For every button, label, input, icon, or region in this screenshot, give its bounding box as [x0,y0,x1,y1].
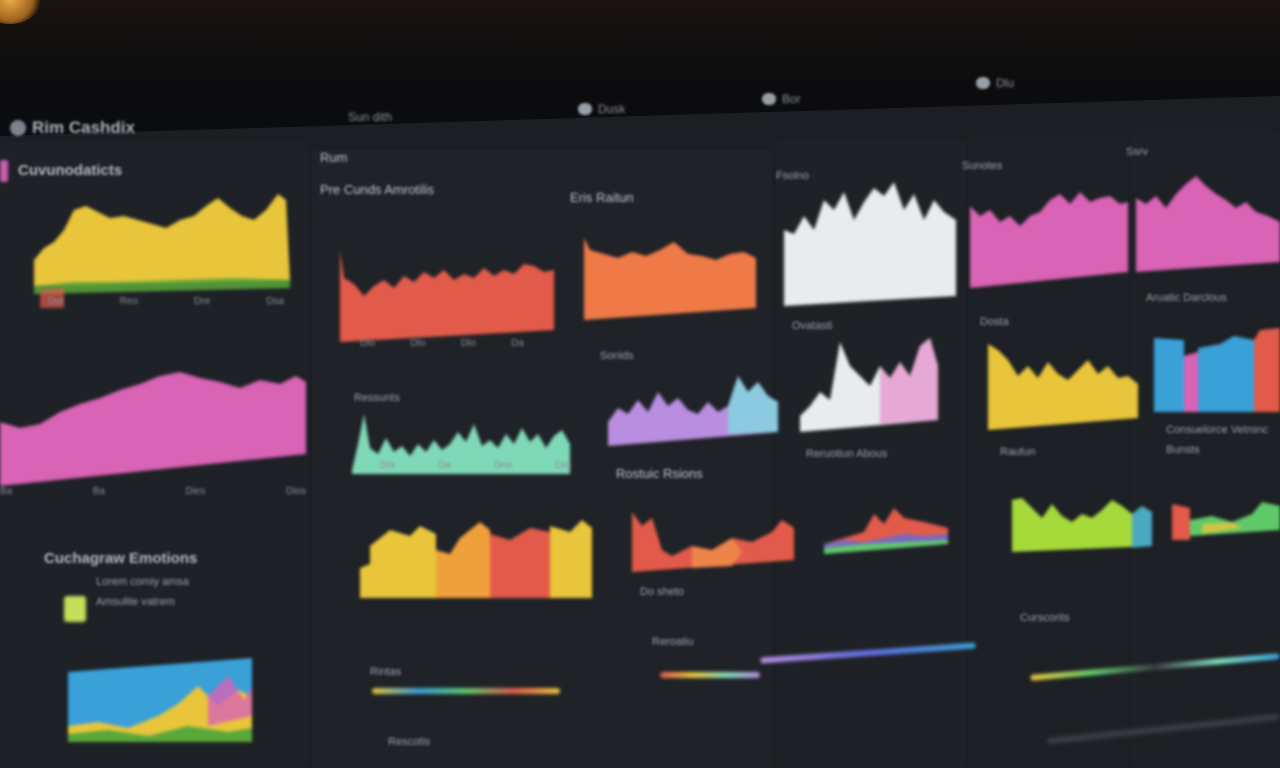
mid-chart-4-title: Sonids [600,350,634,362]
mid-red-bar-chart [340,250,554,342]
mid-chart-1-title: Pre Cunds Amrotilis [320,182,435,197]
top-tab-1[interactable]: Sun dith [348,110,392,124]
tick: Dla [380,460,396,471]
r2-subtitle: Dosta [980,316,1009,328]
mid-chart-3-ticks: Dla Da Dna Dlo [380,460,570,471]
r3-red-green-chart [1172,502,1280,540]
tick: Dna [493,460,513,471]
top-tab-1-label: Sun dith [348,110,393,124]
mid-multicolor-bar-chart [360,520,592,598]
mid-chart-6-title: Do sheto [640,586,685,598]
left-accent-icon [0,160,8,182]
tick: Dios [285,486,306,497]
r2-chart-4-title: Curscorits [1020,612,1070,624]
tick: Dlo [460,338,476,349]
left-chart-a-ticks: Dat Reo Dre Dsa [48,296,284,307]
left-header: Cuvunodaticts [18,162,123,179]
left-yellow-area-chart [34,194,290,308]
mid-lilac-area-chart [608,376,778,446]
tab-3-icon [762,93,776,105]
tab-2-icon [578,103,592,115]
mid-chart-1-ticks: Dlo Dlo Dlo Da [360,338,524,349]
top-tab-2[interactable]: Dusk [578,102,625,116]
mid-chart-2-title: Eris Raitun [570,190,634,205]
r2-pink-area-chart [970,192,1128,288]
r1-subtitle: Ovatasti [792,320,833,332]
legend-label-1: Lorem comiy amsa [96,576,189,588]
mid-chart-9-title: Rescotis [388,736,431,748]
legend-label-2: Amsulite vatrem [96,596,175,608]
mid-orange-area-chart [584,238,756,320]
top-tab-2-label: Dusk [598,102,626,116]
tick: Dat [48,296,64,307]
mid-chart-3-title: Ressunts [354,392,400,404]
mid-teal-line-area-chart [352,414,570,474]
r3-chart-4-title: Bunsts [1166,444,1200,456]
tick: Da [511,338,524,349]
mid-progress-strip-1 [660,672,760,678]
left-chart-b-ticks: Ba Ba Dies Dios [0,486,306,497]
r1-white-area-chart [784,182,956,306]
tick: Dsa [266,296,284,307]
r3-subtitle: Aruatic Darclous [1146,292,1227,304]
r2-chart-3-title: Rautun [1000,446,1036,458]
left-blue-stacked-chart [68,658,252,742]
top-tab-3[interactable]: Bor [762,92,801,106]
monitor-bezel [0,0,1280,110]
r3-chart-3-title: Consuelorce Vetronc [1166,424,1269,436]
mid-header: Rum [320,150,348,165]
app-title-text: Rim Cashdix [32,118,135,137]
legend-square-icon [64,596,86,622]
app-title: Rim Cashdix [10,118,135,138]
mid-red-orange-area-chart [632,512,794,572]
r3-title: Ssrv [1126,146,1148,158]
r1-pink-white-chart [800,338,938,432]
top-tab-4-label: Dlu [996,76,1015,90]
top-tab-4[interactable]: Dlu [976,76,1014,90]
tick: Ba [0,486,13,497]
r2-lime-area-chart [1012,498,1152,552]
tick: Ba [92,486,105,497]
r3-blue-bar-chart [1154,328,1280,412]
r2-title: Sunotes [962,160,1003,172]
r2-yellow-area-chart [988,344,1138,430]
tab-4-icon [976,77,990,89]
mid-chart-8-title: Rintas [370,666,402,678]
tick: Dies [185,486,206,497]
tick: Dlo [410,338,426,349]
top-tab-3-label: Bor [782,92,801,106]
tick: Reo [119,296,138,307]
tick: Dre [194,296,211,307]
tick: Da [437,460,451,471]
left-pink-area-chart [0,372,306,486]
r1-chart-3-title: Reruotiun Abous [806,448,888,460]
tick: Dlo [554,460,570,471]
r3-pink-area-chart [1136,176,1280,272]
mid-progress-strip-3 [372,688,560,694]
mid-chart-7-title: Reroatiu [652,636,694,648]
left-section-title: Cuchagraw Emotions [44,550,198,567]
tick: Dlo [360,338,376,349]
r1-title: Fsolno [776,170,810,182]
mid-chart-5-title: Rostuic Rsions [616,466,703,481]
r1-multicolor-chart [824,508,948,554]
app-logo-icon [10,120,26,136]
